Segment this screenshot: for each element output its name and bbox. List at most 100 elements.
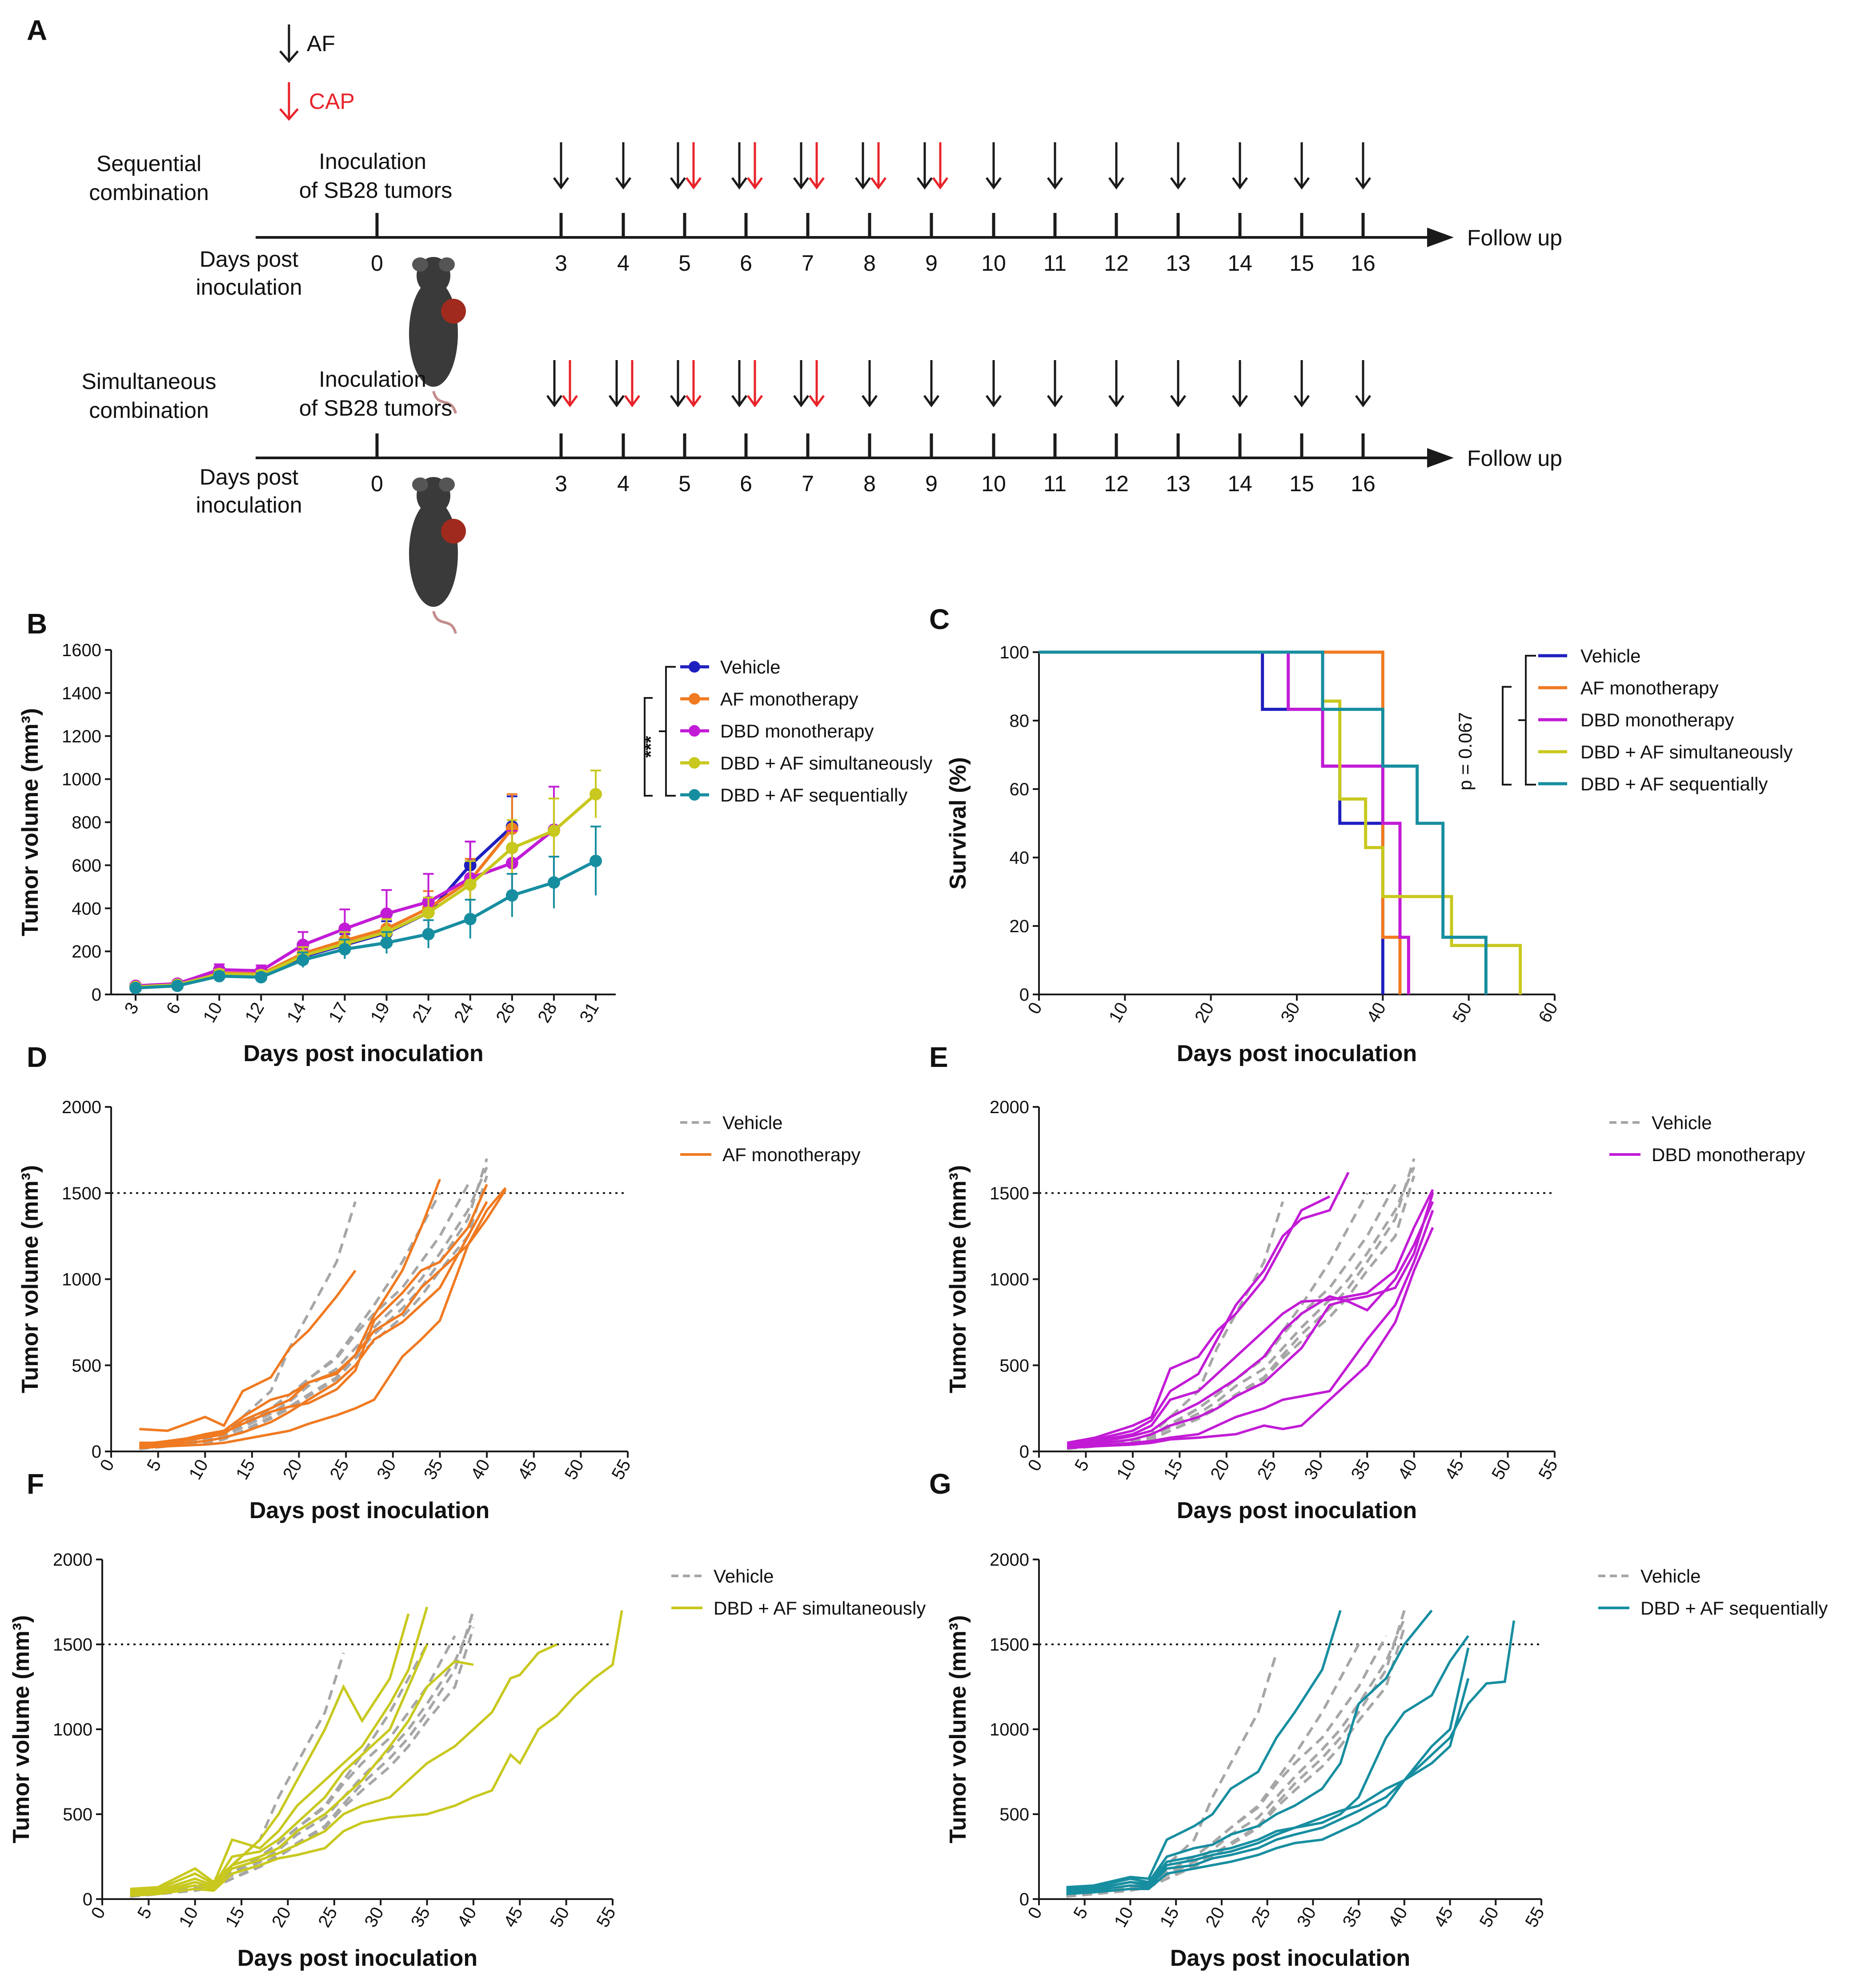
legend-label: Vehicle [722, 1112, 782, 1133]
cap-arrow-icon [808, 360, 825, 408]
data-point [422, 928, 435, 941]
legend-f: Vehicle DBD + AF simultaneously [671, 1566, 926, 1619]
data-point [547, 876, 560, 889]
vehicle-curve [1066, 1652, 1278, 1897]
legend-marker [689, 693, 700, 705]
timeline-title: combination [89, 398, 209, 423]
timeline-tick-label: 8 [863, 251, 876, 276]
x-tick-label: 45 [1430, 1904, 1457, 1931]
significance-label: p = 0.067 [1455, 712, 1476, 790]
y-tick-label: 1200 [62, 727, 101, 746]
af-arrow-icon [1170, 360, 1187, 408]
af-arrow-icon [546, 360, 563, 408]
mouse-icon [409, 477, 466, 634]
af-arrow-icon [923, 360, 940, 408]
cap-arrow-icon [685, 142, 702, 190]
days-label: Days post [200, 465, 298, 489]
y-axis-title: Tumor volume (mm³) [17, 708, 43, 936]
x-tick-label: 10 [200, 999, 226, 1026]
x-tick-label: 55 [1535, 1456, 1561, 1483]
y-tick-label: 200 [72, 942, 101, 962]
x-tick-label: 24 [450, 999, 477, 1026]
af-arrow-icon [1293, 360, 1310, 408]
x-tick-label: 10 [175, 1904, 202, 1931]
x-tick-label: 50 [561, 1456, 588, 1483]
af-arrow-icon [1108, 360, 1125, 408]
significance-label: *** [640, 736, 661, 758]
x-tick-label: 25 [1254, 1456, 1280, 1483]
y-tick-label: 20 [1010, 917, 1030, 936]
x-tick-label: 10 [1105, 999, 1132, 1026]
af-arrow-icon [793, 360, 810, 408]
series-0 [129, 795, 518, 994]
x-tick-label: 5 [1070, 1904, 1091, 1922]
x-tick-label: 0 [88, 1904, 109, 1922]
cap-arrow-icon [562, 360, 578, 408]
legend-cap-arrow-icon [279, 82, 299, 121]
y-axis-title: Tumor volume (mm³) [17, 1165, 43, 1393]
vehicle-curve [139, 1201, 357, 1450]
y-tick-label: 2000 [990, 1550, 1029, 1570]
x-tick-label: 25 [1247, 1904, 1274, 1931]
panel-label-g: G [929, 1468, 951, 1500]
timeline-tick-label: 6 [740, 471, 752, 496]
x-tick-label: 40 [1363, 999, 1390, 1026]
x-tick-label: 55 [593, 1904, 619, 1931]
timeline-tick-label: 7 [802, 251, 814, 276]
vehicle-curve [1067, 1175, 1416, 1450]
y-tick-label: 60 [1010, 780, 1030, 799]
legend-label: AF monotherapy [722, 1144, 861, 1165]
data-point [297, 938, 309, 951]
legend-label: Vehicle [714, 1566, 774, 1587]
x-tick-label: 15 [1160, 1456, 1187, 1483]
mouse-icon [409, 257, 466, 414]
af-arrow-icon [1231, 360, 1248, 408]
x-tick-label: 50 [546, 1904, 573, 1931]
timeline-tick-label: 4 [617, 471, 630, 496]
x-axis-title: Days post inoculation [249, 1498, 489, 1523]
treated-curve [1066, 1610, 1342, 1889]
timeline-tick-label: 5 [678, 471, 691, 496]
x-tick-label: 21 [409, 999, 435, 1026]
vehicle-curve [1067, 1192, 1368, 1450]
legend-d: Vehicle AF monotherapy [680, 1112, 861, 1165]
timeline-tick-label: 14 [1227, 471, 1252, 496]
x-tick-label: 15 [1156, 1904, 1183, 1931]
treated-curve [1067, 1192, 1434, 1448]
legend-af-label: AF [307, 31, 335, 56]
legend-e: Vehicle DBD monotherapy [1609, 1112, 1805, 1165]
treated-curve [139, 1184, 488, 1446]
series-line [135, 793, 597, 989]
chart-c: 0 20 40 60 80 100 0 10 20 30 40 50 60 Days post inocu… [945, 643, 1793, 1066]
af-arrow-icon [731, 360, 748, 408]
y-tick-label: 0 [1019, 1890, 1029, 1909]
series-line [135, 825, 513, 990]
vehicle-curve [1067, 1201, 1284, 1450]
timeline-tick-label: 14 [1227, 251, 1252, 276]
x-tick-label: 30 [1277, 999, 1304, 1026]
x-tick-label: 30 [1293, 1904, 1320, 1931]
timeline-tick-label: 12 [1104, 251, 1129, 276]
legend-af-arrow-icon [279, 24, 299, 63]
chart-f: 0 500 1000 1500 2000 0 5 10 15 20 25 30 35 40 45 50 55 Da… [8, 1550, 926, 1971]
af-arrow-icon [608, 360, 625, 408]
legend-marker [689, 789, 700, 801]
y-tick-label: 400 [72, 899, 101, 918]
af-arrow-icon [1047, 142, 1063, 190]
chart-g: 0 500 1000 1500 2000 0 5 10 15 20 25 30 35 40 45 50 55 Da… [945, 1550, 1828, 1971]
af-arrow-icon [1293, 142, 1310, 190]
cap-arrow-icon [624, 360, 641, 408]
timeline-tick-label: 0 [371, 471, 383, 496]
x-tick-label: 30 [361, 1904, 388, 1931]
y-axis-title: Tumor volume (mm³) [945, 1615, 971, 1843]
data-point [380, 907, 393, 920]
data-point [380, 936, 393, 949]
x-tick-label: 5 [134, 1904, 156, 1922]
treated-curve [1067, 1172, 1350, 1446]
treated-curve [139, 1187, 507, 1449]
legend-label: DBD monotherapy [1652, 1144, 1805, 1165]
data-point [464, 878, 477, 891]
cap-arrow-icon [746, 360, 763, 408]
treated-curve [1067, 1201, 1434, 1448]
